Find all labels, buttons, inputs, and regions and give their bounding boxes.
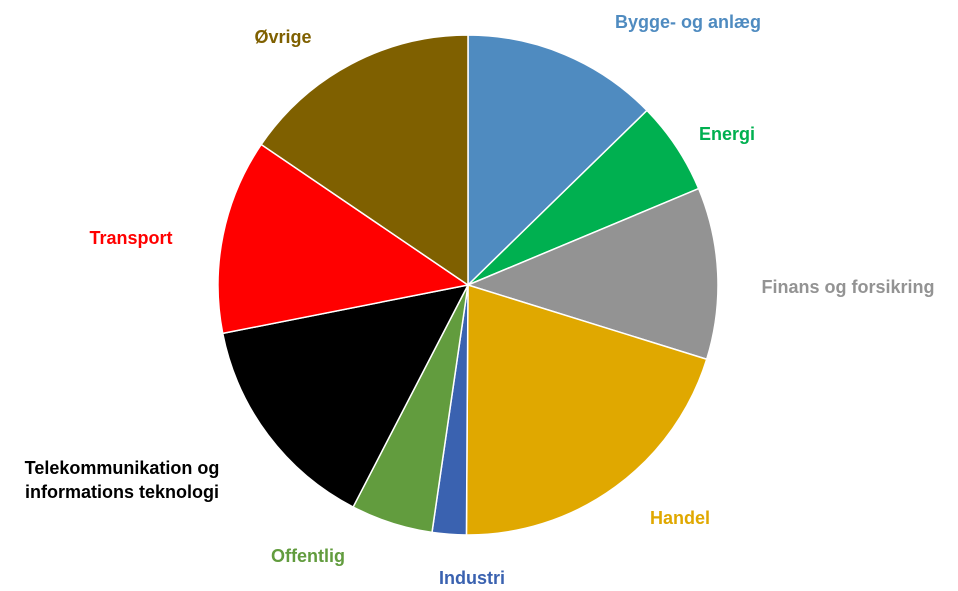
slice-label: Øvrige bbox=[254, 27, 312, 47]
pie-slice bbox=[467, 34, 649, 287]
slice-label: Bygge- og anlæg bbox=[614, 12, 761, 32]
slice-label: Transport bbox=[89, 228, 173, 248]
pie-slice bbox=[465, 283, 708, 536]
slice-label: Finans og forsikring bbox=[761, 277, 935, 297]
slice-label: Handel bbox=[649, 508, 710, 528]
pie-slice bbox=[217, 143, 470, 335]
slice-label: Offentlig bbox=[271, 546, 345, 566]
slice-label: Industri bbox=[439, 568, 505, 588]
pie-slice bbox=[221, 283, 470, 509]
slice-label: Telekommunikation og informations teknol… bbox=[24, 458, 220, 502]
slice-label: Energi bbox=[698, 124, 755, 144]
pie-slice bbox=[465, 187, 719, 361]
pie-slice bbox=[260, 34, 469, 287]
